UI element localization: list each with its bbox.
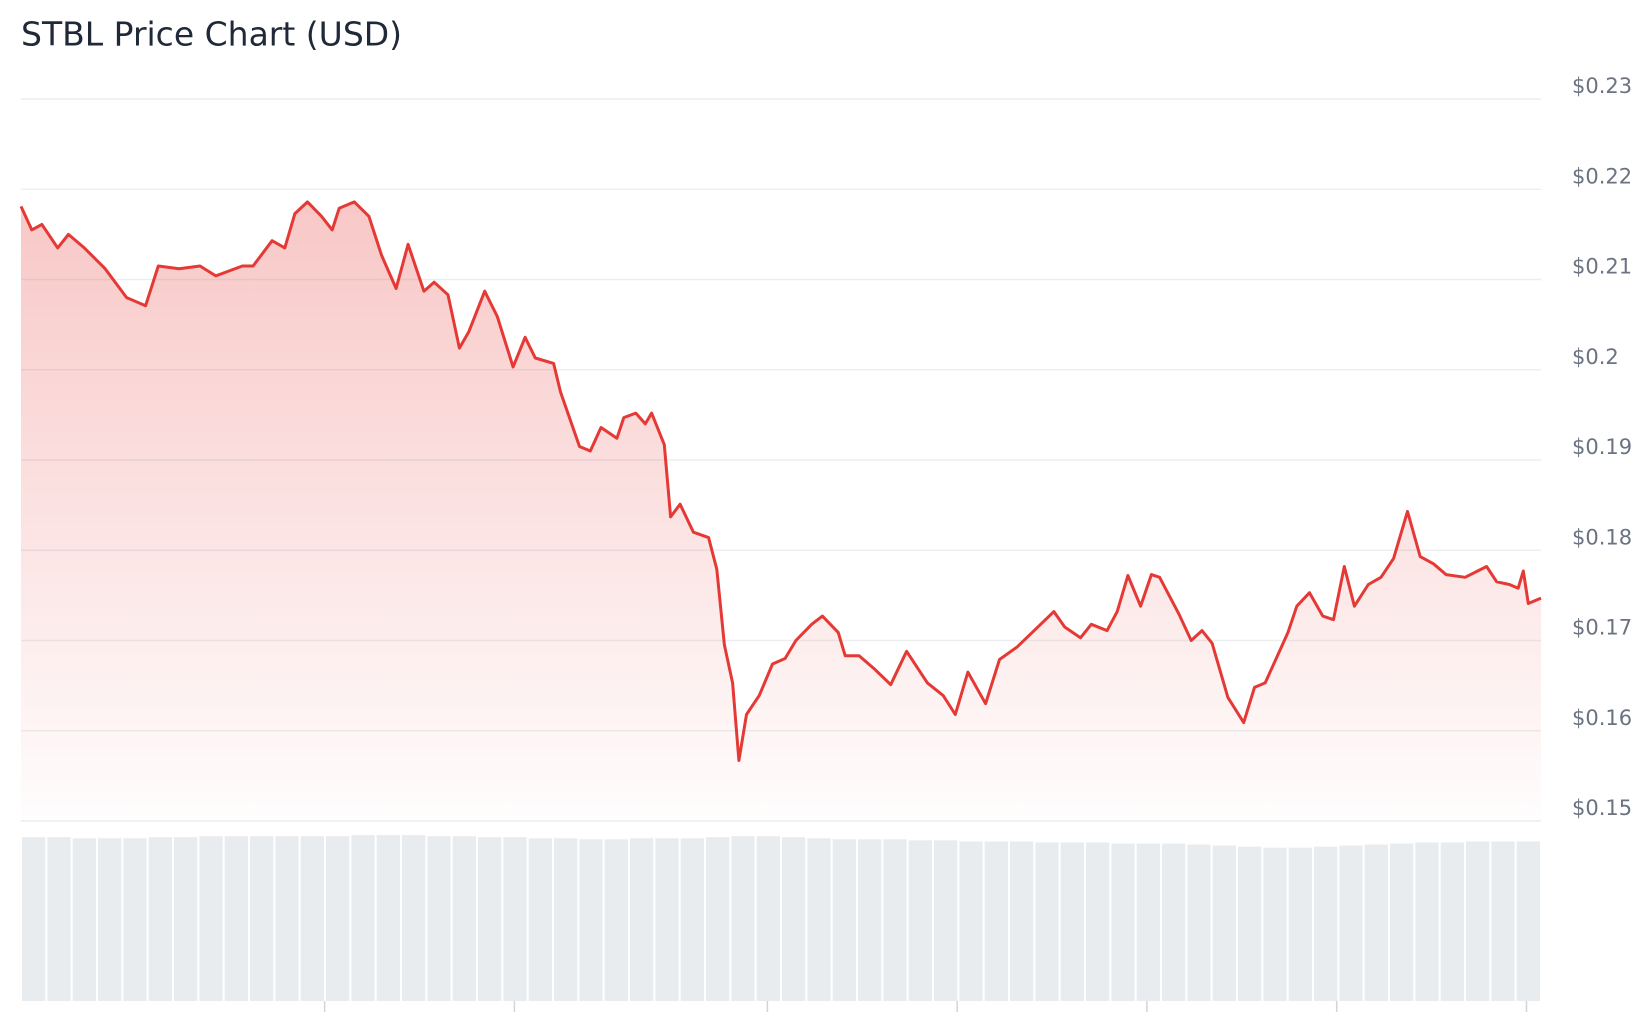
- volume-bar: [1010, 841, 1034, 1001]
- volume-bar: [1516, 841, 1540, 1001]
- volume-bar: [1086, 842, 1110, 1001]
- volume-bar: [858, 839, 882, 1001]
- price-line: [19, 200, 1542, 762]
- x-tick-label: 21:00: [294, 1017, 355, 1020]
- volume-bar: [959, 841, 983, 1001]
- volume-bar: [351, 835, 375, 1001]
- volume-bar: [503, 837, 527, 1001]
- volume-bar: [1440, 842, 1464, 1001]
- volume-bar: [224, 836, 248, 1001]
- volume-bar: [1162, 843, 1186, 1001]
- volume-bar: [883, 839, 907, 1001]
- volume-bar: [250, 836, 274, 1001]
- volume-bar: [427, 836, 451, 1001]
- volume-bar: [1060, 842, 1084, 1001]
- x-tick-label: 10:00: [1117, 1017, 1178, 1020]
- volume-bar: [680, 838, 704, 1001]
- volume-bar: [908, 840, 932, 1001]
- volume-bar: [1364, 844, 1388, 1001]
- x-tick-label: 13. Oct: [476, 1017, 552, 1020]
- volume-bar: [782, 837, 806, 1001]
- volume-bar: [402, 835, 426, 1001]
- x-tick-label: 13:00: [1306, 1017, 1367, 1020]
- volume-bar: [554, 838, 578, 1001]
- y-tick-label: $0.15: [1572, 796, 1632, 820]
- volume-bar: [1035, 842, 1059, 1001]
- volume-bar: [1187, 844, 1211, 1001]
- volume-bar: [984, 841, 1008, 1001]
- volume-bar: [1390, 843, 1414, 1001]
- y-tick-label: $0.18: [1572, 525, 1632, 549]
- volume-bar: [731, 836, 755, 1001]
- volume-bar: [123, 838, 147, 1001]
- y-tick-label: $0.17: [1572, 616, 1632, 640]
- volume-bar: [1212, 845, 1236, 1001]
- volume-bar: [72, 838, 96, 1001]
- volume-bar: [934, 840, 958, 1001]
- volume-bar: [275, 836, 299, 1001]
- area-fill: [21, 201, 1541, 821]
- volume-bar: [1111, 843, 1135, 1001]
- volume-bar: [579, 839, 603, 1001]
- x-tick-label: 07:00: [927, 1017, 988, 1020]
- volume-bar: [655, 838, 679, 1001]
- y-tick-label: $0.2: [1572, 345, 1619, 369]
- y-tick-label: $0.22: [1572, 164, 1632, 188]
- volume-bar: [98, 838, 122, 1001]
- volume-bar: [1491, 841, 1515, 1001]
- volume-bar: [528, 838, 552, 1001]
- y-tick-label: $0.23: [1572, 74, 1632, 98]
- volume-bar: [300, 836, 324, 1001]
- volume-bar: [326, 836, 350, 1001]
- volume-bar: [1415, 842, 1439, 1001]
- volume-bar: [452, 836, 476, 1001]
- y-tick-label: $0.19: [1572, 435, 1632, 459]
- y-tick-label: $0.16: [1572, 706, 1632, 730]
- volume-bar: [1314, 846, 1338, 1001]
- volume-bar: [756, 836, 780, 1001]
- y-tick-label: $0.21: [1572, 255, 1632, 279]
- volume-bar: [199, 836, 223, 1001]
- volume-bar: [47, 837, 71, 1001]
- volume-bar: [376, 835, 400, 1001]
- volume-bar: [174, 837, 198, 1001]
- volume-bar: [1263, 847, 1287, 1001]
- volume-bar: [1466, 841, 1490, 1001]
- volume-bar: [148, 837, 172, 1001]
- volume-bar: [807, 838, 831, 1001]
- volume-bar: [1238, 846, 1262, 1001]
- volume-bar: [1339, 845, 1363, 1001]
- volume-bar: [478, 837, 502, 1001]
- chart-title: STBL Price Chart (USD): [21, 15, 402, 54]
- volume-bar: [1288, 847, 1312, 1001]
- x-tick-label: 16:00: [1496, 1017, 1557, 1020]
- volume-bar: [1136, 843, 1160, 1001]
- volume-bar: [706, 837, 730, 1001]
- volume-bar: [604, 839, 628, 1001]
- volume-bar: [832, 839, 856, 1001]
- volume-bar: [22, 837, 46, 1001]
- x-tick-label: 04:00: [737, 1017, 798, 1020]
- volume-bar: [630, 838, 654, 1001]
